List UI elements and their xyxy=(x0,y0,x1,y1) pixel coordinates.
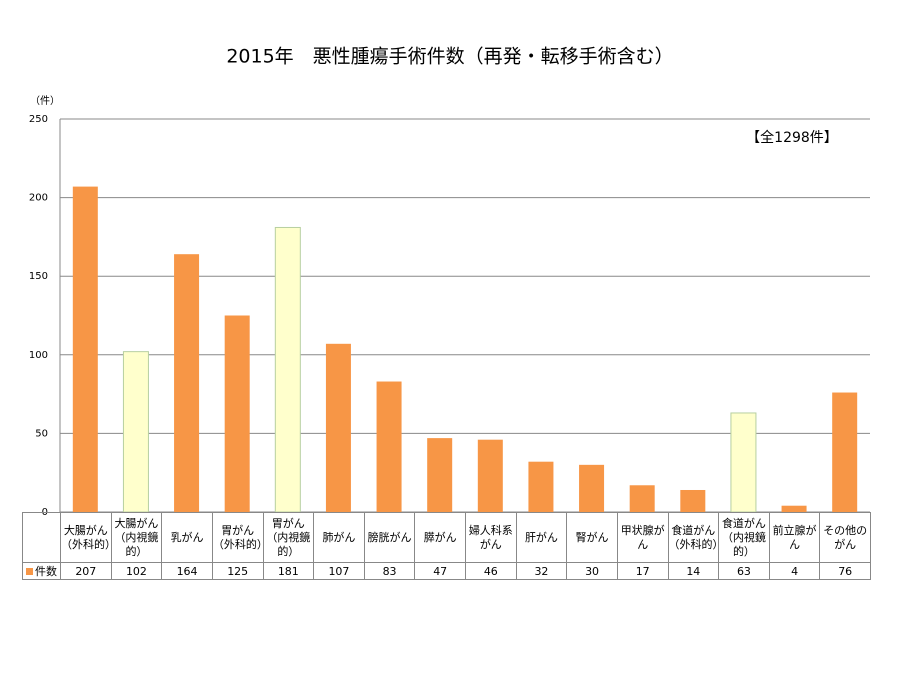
x-tick-label: 婦人科系がん xyxy=(465,512,517,563)
x-tick-label: 甲状腺がん xyxy=(616,512,669,563)
value-label: 76 xyxy=(819,562,871,580)
bar xyxy=(376,381,402,512)
bar xyxy=(174,254,200,512)
y-tick-label: 150 xyxy=(29,271,48,282)
bar xyxy=(72,186,98,512)
x-tick-label: 腎がん xyxy=(566,512,618,563)
bar xyxy=(832,392,858,512)
value-label: 4 xyxy=(768,562,821,580)
value-label: 83 xyxy=(363,562,416,580)
chart-title: 2015年 悪性腫瘍手術件数（再発・転移手術含む） xyxy=(226,46,673,68)
x-tick-label: 食道がん（内視鏡的） xyxy=(718,512,770,563)
value-label: 207 xyxy=(60,562,112,580)
value-label: 47 xyxy=(414,562,466,580)
x-tick-label: 大腸がん（外科的） xyxy=(60,512,112,563)
legend-label: 件数 xyxy=(35,565,57,578)
x-tick-label: 肺がん xyxy=(313,512,365,563)
x-tick-label: 大腸がん（内視鏡的） xyxy=(110,512,163,563)
x-tick-label: 胃がん（外科的） xyxy=(211,512,264,563)
value-label: 17 xyxy=(616,562,669,580)
value-label: 30 xyxy=(566,562,618,580)
bar xyxy=(528,461,554,512)
bar xyxy=(629,485,655,512)
x-tick-label: 膵がん xyxy=(414,512,466,563)
legend-cell: 件数 xyxy=(22,562,61,580)
bar xyxy=(477,439,503,512)
x-tick-label: 膀胱がん xyxy=(363,512,416,563)
value-label: 32 xyxy=(515,562,568,580)
bar xyxy=(781,505,807,512)
x-tick-label: 食道がん（外科的） xyxy=(667,512,720,563)
bar xyxy=(224,315,250,512)
value-label: 181 xyxy=(262,562,315,580)
bar xyxy=(274,226,301,513)
bar xyxy=(730,412,757,513)
x-tick-label: 肝がん xyxy=(515,512,568,563)
y-tick-label: 250 xyxy=(29,114,48,125)
y-tick-label: 50 xyxy=(35,428,48,439)
bar xyxy=(122,351,149,513)
value-label: 63 xyxy=(718,562,770,580)
data-table: 大腸がん（外科的） 大腸がん（内視鏡的） 乳がん 胃がん（外科的） 胃がん（内視鏡的）肺… xyxy=(22,512,871,580)
value-label: 102 xyxy=(110,562,163,580)
value-label: 14 xyxy=(667,562,720,580)
y-axis-label: （件） xyxy=(30,95,60,107)
bar xyxy=(680,489,706,512)
x-tick-label: 胃がん（内視鏡的） xyxy=(262,512,315,563)
bar xyxy=(427,438,453,512)
value-label: 46 xyxy=(465,562,517,580)
y-tick-label: 200 xyxy=(29,193,48,204)
y-tick-label: 100 xyxy=(29,350,48,361)
x-tick-label: 乳がん xyxy=(161,512,213,563)
legend-swatch xyxy=(26,568,33,575)
value-label: 125 xyxy=(211,562,264,580)
table-corner xyxy=(22,512,61,563)
annotation: 【全1298件】 xyxy=(746,129,838,146)
value-label: 107 xyxy=(313,562,365,580)
bar xyxy=(325,343,351,512)
x-tick-label: 前立腺がん xyxy=(768,512,821,563)
value-label: 164 xyxy=(161,562,213,580)
bar xyxy=(579,464,605,512)
x-tick-label: その他のがん xyxy=(819,512,871,563)
